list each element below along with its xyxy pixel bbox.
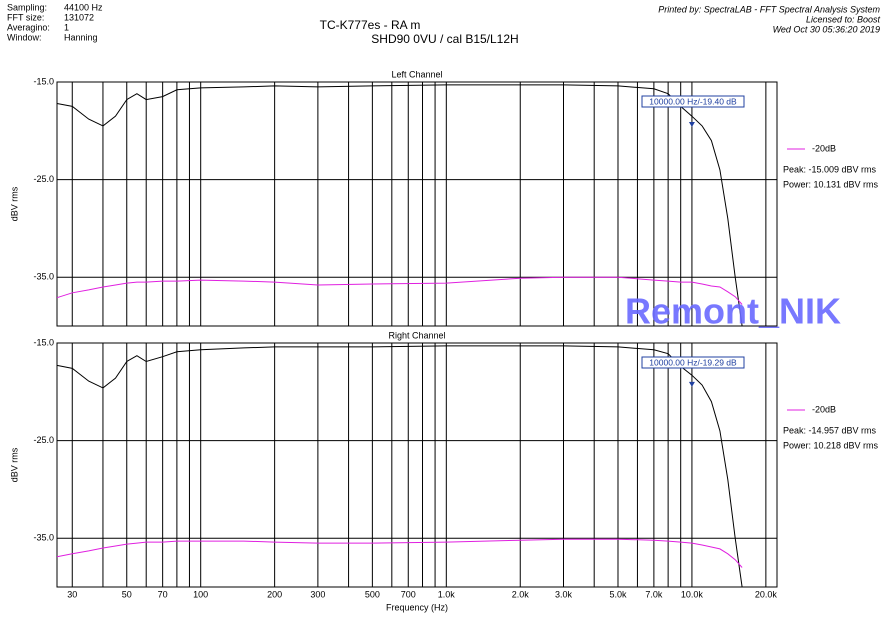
licensed-to: Licensed to: Boost xyxy=(806,14,881,24)
header: Sampling: 44100 Hz FFT size: 131072 Averagin… xyxy=(7,2,103,42)
date: Wed Oct 30 05:36:20 2019 xyxy=(773,24,880,34)
setting-value: Hanning xyxy=(64,32,98,42)
y-axis-label: dBV rms xyxy=(9,447,19,482)
cursor-box xyxy=(641,95,745,108)
y-tick-label: -25.0 xyxy=(33,435,54,445)
x-tick-label: 300 xyxy=(310,589,325,599)
setting-label: Averagino: xyxy=(7,22,50,32)
printed-by: Printed by: SpectraLAB - FFT Spectral An… xyxy=(658,4,880,14)
setting-value: 44100 Hz xyxy=(64,2,103,12)
series-line xyxy=(56,84,743,327)
x-tick-label: 20.0k xyxy=(755,589,778,599)
x-tick-label: 70 xyxy=(158,589,168,599)
title: TC-K777es - RA m xyxy=(320,18,421,32)
charts: Left Channel dBV rms -15.0 -25.0 -35.0 -20dB P… xyxy=(9,69,878,612)
x-tick-label: 1.0k xyxy=(438,589,456,599)
cursor-marker xyxy=(688,121,695,127)
setting-label: FFT size: xyxy=(7,12,44,22)
legend-label: -20dB xyxy=(812,143,836,153)
chart-title: Right Channel xyxy=(388,330,445,340)
x-tick-label: 100 xyxy=(193,589,208,599)
setting-label: Sampling: xyxy=(7,2,47,12)
x-tick-label: 30 xyxy=(67,589,77,599)
y-axis-label: dBV rms xyxy=(9,186,19,221)
y-tick-label: -35.0 xyxy=(33,533,54,543)
y-tick-label: -15.0 xyxy=(33,337,54,347)
watermark: Remont_NIK xyxy=(625,291,841,332)
legend-label: -20dB xyxy=(812,404,836,414)
x-tick-label: 700 xyxy=(401,589,416,599)
x-tick-label: 10.0k xyxy=(681,589,704,599)
power-text: Power: 10.131 dBV rms xyxy=(783,179,879,189)
power-text: Power: 10.218 dBV rms xyxy=(783,440,879,450)
cursor-marker xyxy=(688,381,695,387)
cursor-label: 10000.00 Hz/-19.29 dB xyxy=(649,357,737,367)
series-line xyxy=(56,276,743,305)
x-tick-label: 200 xyxy=(267,589,282,599)
y-tick-label: -35.0 xyxy=(33,272,54,282)
x-axis-label: Frequency (Hz) xyxy=(386,602,448,612)
x-tick-label: 2.0k xyxy=(512,589,530,599)
x-tick-label: 5.0k xyxy=(609,589,627,599)
peak-text: Peak: -15.009 dBV rms xyxy=(783,164,877,174)
peak-text: Peak: -14.957 dBV rms xyxy=(783,425,877,435)
x-tick-label: 3.0k xyxy=(555,589,573,599)
x-tick-label: 50 xyxy=(122,589,132,599)
x-tick-label: 7.0k xyxy=(645,589,663,599)
setting-label: Window: xyxy=(7,32,42,42)
subtitle: SHD90 0VU / cal B15/L12H xyxy=(371,32,518,46)
y-tick-label: -25.0 xyxy=(33,174,54,184)
setting-value: 131072 xyxy=(64,12,94,22)
series-line xyxy=(56,538,743,568)
x-tick-label: 500 xyxy=(365,589,380,599)
y-tick-label: -15.0 xyxy=(33,76,54,86)
cursor-label: 10000.00 Hz/-19.40 dB xyxy=(649,96,737,106)
cursor-box xyxy=(641,356,745,369)
chart-title: Left Channel xyxy=(391,69,442,79)
setting-value: 1 xyxy=(64,22,69,32)
series-line xyxy=(56,345,743,588)
